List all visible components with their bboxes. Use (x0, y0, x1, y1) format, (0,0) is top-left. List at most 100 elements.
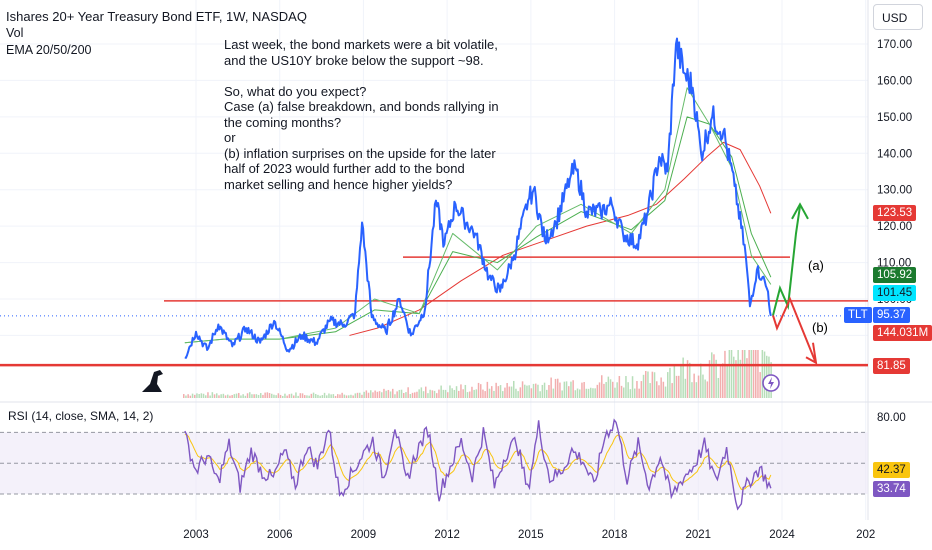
volume-bar (638, 388, 640, 398)
volume-bar (563, 381, 566, 398)
volume-bar (653, 372, 656, 398)
volume-bar (440, 385, 442, 398)
y-tick-label: 130.00 (877, 185, 912, 197)
volume-bar (513, 380, 515, 398)
x-tick-label: 2024 (769, 529, 795, 541)
x-tick-label: 2015 (518, 529, 544, 541)
volume-bar (572, 380, 574, 398)
volume-bar (568, 386, 570, 398)
volume-bar (486, 381, 489, 398)
volume-bar (592, 388, 594, 398)
volume-bar (389, 391, 392, 398)
volume-bar (242, 394, 244, 398)
volume-bar (205, 395, 207, 398)
ema-200-line (349, 141, 772, 336)
volume-bar (761, 350, 764, 398)
volume-bar (689, 362, 691, 398)
volume-bar (519, 387, 522, 398)
volume-bar (427, 393, 429, 398)
volume-indicator-label[interactable]: Vol (6, 26, 24, 40)
volume-bar (189, 395, 192, 398)
ema-indicator-label[interactable]: EMA 20/50/200 (6, 43, 92, 57)
volume-bar (433, 390, 436, 398)
volume-bar (244, 395, 247, 398)
volume-bar (202, 393, 205, 398)
volume-bar (458, 390, 460, 398)
volume-bar (370, 390, 372, 398)
volume-bar (702, 374, 704, 398)
scenario-b-arrow (772, 296, 816, 362)
volume-bar (345, 395, 348, 398)
currency-button[interactable]: USD (873, 4, 923, 30)
x-axis: 2003 2006 2009 2012 2015 2018 2021 2024 202 (183, 529, 875, 541)
volume-bar (618, 375, 621, 398)
volume-bar (583, 382, 585, 398)
volume-bar (326, 395, 328, 398)
volume-bar (334, 395, 337, 398)
volume-bar (616, 382, 618, 398)
volume-bar (392, 388, 394, 398)
tlt-price-line (184, 37, 772, 359)
volume-bar (354, 393, 357, 398)
volume-bar (469, 391, 471, 398)
volume-bar (381, 392, 383, 398)
volume-bar (295, 392, 297, 398)
volume-bar (728, 350, 731, 398)
volume-bar (442, 389, 445, 398)
volume-bar (191, 393, 194, 398)
volume-bar (315, 394, 317, 398)
volume-bar (526, 385, 528, 398)
price-line (184, 37, 772, 359)
volume-bar (460, 384, 462, 398)
volume-bar (376, 391, 379, 398)
volume-bar (675, 375, 678, 398)
volume-bar (524, 384, 526, 398)
volume-bar (374, 390, 376, 398)
volume-bar (449, 385, 451, 398)
volume-bar (759, 372, 761, 398)
volume-bar (420, 387, 423, 398)
y-tick-label: 120.00 (877, 221, 912, 233)
volume-bar (198, 394, 200, 398)
volume-bar (398, 389, 401, 398)
volume-bar (422, 391, 425, 398)
volume-bar (418, 389, 420, 398)
volume-bar (396, 391, 398, 398)
volume-bar (356, 392, 359, 398)
volume-bar (282, 395, 284, 398)
volume-bar (634, 388, 636, 398)
volume-bar (306, 395, 308, 398)
volume-bar (414, 392, 416, 398)
volume-bar (717, 377, 720, 398)
reference-lines (0, 256, 868, 367)
ema-20-line (184, 87, 772, 344)
rsi-indicator-label[interactable]: RSI (14, close, SMA, 14, 2) (8, 409, 154, 423)
volume-bar (528, 385, 530, 398)
volume-bar (238, 392, 240, 398)
volume-bar (339, 394, 341, 398)
volume-bar (755, 350, 757, 398)
volume-bar (521, 381, 524, 398)
volume-bar (686, 360, 689, 398)
volume-bar (411, 392, 414, 398)
lightning-icon[interactable] (762, 374, 780, 392)
volume-bar (363, 391, 365, 398)
volume-bar (515, 388, 517, 398)
volume-bar (656, 381, 658, 398)
y-tick-label: 150.00 (877, 112, 912, 124)
volume-bar (594, 388, 596, 398)
volume-bar (383, 388, 385, 398)
volume-bar (251, 394, 253, 398)
volume-bar (319, 395, 321, 398)
volume-bar (451, 388, 453, 398)
volume-bar (284, 393, 286, 398)
dino-logo (142, 370, 163, 392)
volume-bar (750, 350, 753, 398)
volume-bar (733, 356, 735, 398)
volume-bar (649, 383, 651, 398)
volume-bar (554, 378, 557, 398)
volume-bar (224, 395, 227, 398)
volume-bar (271, 393, 273, 398)
volume-bar (550, 377, 552, 398)
volume-bar (471, 386, 473, 398)
